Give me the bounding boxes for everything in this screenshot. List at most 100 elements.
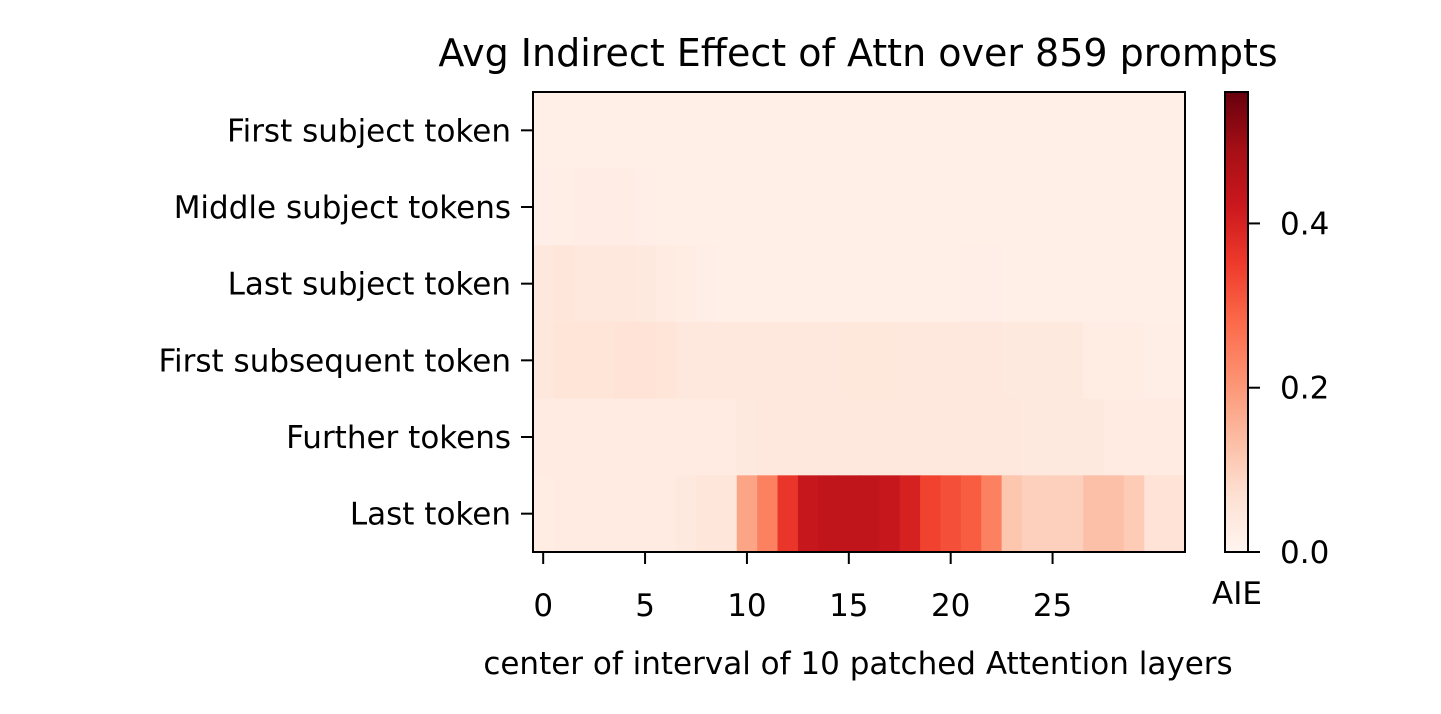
heatmap-cell — [573, 398, 595, 476]
heatmap-cell — [553, 168, 575, 246]
heatmap-cell — [1042, 245, 1064, 323]
heatmap-cell — [1083, 322, 1105, 400]
heatmap-cell — [859, 322, 880, 400]
heatmap-cell — [655, 475, 677, 553]
y-axis: First subject token Middle subject tokens… — [158, 113, 533, 533]
heatmap-cell — [716, 168, 738, 246]
heatmap-cell — [573, 322, 595, 400]
heatmap-cell — [981, 398, 1003, 476]
y-tick-label: Further tokens — [286, 420, 511, 456]
heatmap-cell — [573, 168, 595, 246]
heatmap-cell — [1022, 245, 1043, 323]
heatmap-cell — [838, 168, 860, 246]
y-tick-label: Last subject token — [228, 267, 511, 303]
heatmap-cell — [1144, 168, 1166, 246]
heatmap-cell — [960, 475, 982, 553]
colorbar-tick-label: 0.2 — [1280, 371, 1329, 407]
heatmap-cell — [1083, 168, 1105, 246]
heatmap-cell — [594, 322, 616, 400]
heatmap-cell — [797, 398, 819, 476]
heatmap-cell — [859, 398, 880, 476]
heatmap-cell — [920, 475, 942, 553]
heatmap-cell — [940, 322, 962, 400]
heatmap-cell — [757, 475, 779, 553]
heatmap-cell — [533, 168, 554, 246]
heatmap-cell — [1022, 168, 1043, 246]
heatmap-cell — [1164, 475, 1186, 553]
heatmap-cell — [920, 92, 942, 170]
heatmap-cell — [634, 322, 656, 400]
heatmap-cell — [1022, 475, 1043, 553]
heatmap-cell — [940, 475, 962, 553]
heatmap-cell — [838, 245, 860, 323]
heatmap-cell — [1042, 168, 1064, 246]
heatmap-cell — [533, 245, 554, 323]
heatmap-cell — [1103, 322, 1125, 400]
heatmap-cell — [675, 245, 697, 323]
heatmap-cell — [797, 245, 819, 323]
heatmap-cell — [1123, 92, 1145, 170]
heatmap-cell — [594, 168, 616, 246]
y-tick-label: First subject token — [227, 113, 511, 149]
heatmap-cell — [1083, 92, 1105, 170]
heatmap-cell — [1001, 322, 1023, 400]
heatmap-cell — [553, 92, 575, 170]
colorbar-gradient — [1224, 91, 1249, 553]
heatmap-cell — [818, 475, 840, 553]
y-tick-label: Last token — [350, 497, 511, 533]
heatmap-cell — [533, 398, 554, 476]
heatmap-cell — [899, 398, 921, 476]
heatmap-cell — [981, 92, 1003, 170]
colorbar-tick-label: 0.0 — [1280, 535, 1329, 571]
heatmap-cell — [736, 168, 758, 246]
x-tick-label: 25 — [1033, 588, 1072, 624]
heatmap-cell — [879, 398, 901, 476]
heatmap-cell — [614, 92, 636, 170]
heatmap-cell — [920, 322, 942, 400]
heatmap-cell — [859, 92, 880, 170]
heatmap-cell — [634, 168, 656, 246]
heatmap-cell — [594, 398, 616, 476]
heatmap-cell — [1144, 322, 1166, 400]
heatmap-cell — [573, 475, 595, 553]
heatmap-cell — [940, 245, 962, 323]
x-axis: 0 5 10 15 20 25 — [533, 552, 1072, 624]
heatmap-cell — [634, 475, 656, 553]
heatmap-cell — [981, 245, 1003, 323]
colorbar: 0.0 0.2 0.4 AIE — [1212, 91, 1329, 612]
heatmap-cell — [981, 475, 1003, 553]
heatmap-cell — [736, 475, 758, 553]
heatmap-cell — [859, 168, 880, 246]
heatmap-cell — [1144, 398, 1166, 476]
heatmap-cell — [696, 168, 717, 246]
x-tick-label: 0 — [533, 588, 553, 624]
heatmap-cell — [655, 245, 677, 323]
heatmap-cell — [1022, 322, 1043, 400]
heatmap-cell — [675, 398, 697, 476]
colorbar-tick-label: 0.4 — [1280, 206, 1329, 242]
heatmap-cell — [1123, 245, 1145, 323]
heatmap-cell — [838, 322, 860, 400]
heatmap-cell — [899, 245, 921, 323]
heatmap-cell — [614, 475, 636, 553]
heatmap-cell — [716, 398, 738, 476]
heatmap-cell — [1022, 398, 1043, 476]
heatmap-cell — [879, 475, 901, 553]
heatmap-cell — [838, 92, 860, 170]
heatmap-cell — [879, 245, 901, 323]
heatmap-cell — [716, 245, 738, 323]
heatmap-cell — [1103, 92, 1125, 170]
heatmap-cell — [553, 322, 575, 400]
heatmap-cell — [899, 168, 921, 246]
heatmap-cell — [777, 168, 799, 246]
heatmap-cell — [716, 475, 738, 553]
heatmap-cell — [879, 92, 901, 170]
x-tick-label: 5 — [635, 588, 655, 624]
heatmap-cell — [696, 245, 717, 323]
heatmap-cell — [920, 168, 942, 246]
x-tick-label: 20 — [931, 588, 970, 624]
heatmap-cell — [1103, 398, 1125, 476]
heatmap-cell — [634, 245, 656, 323]
y-tick-label: First subsequent token — [158, 343, 511, 379]
